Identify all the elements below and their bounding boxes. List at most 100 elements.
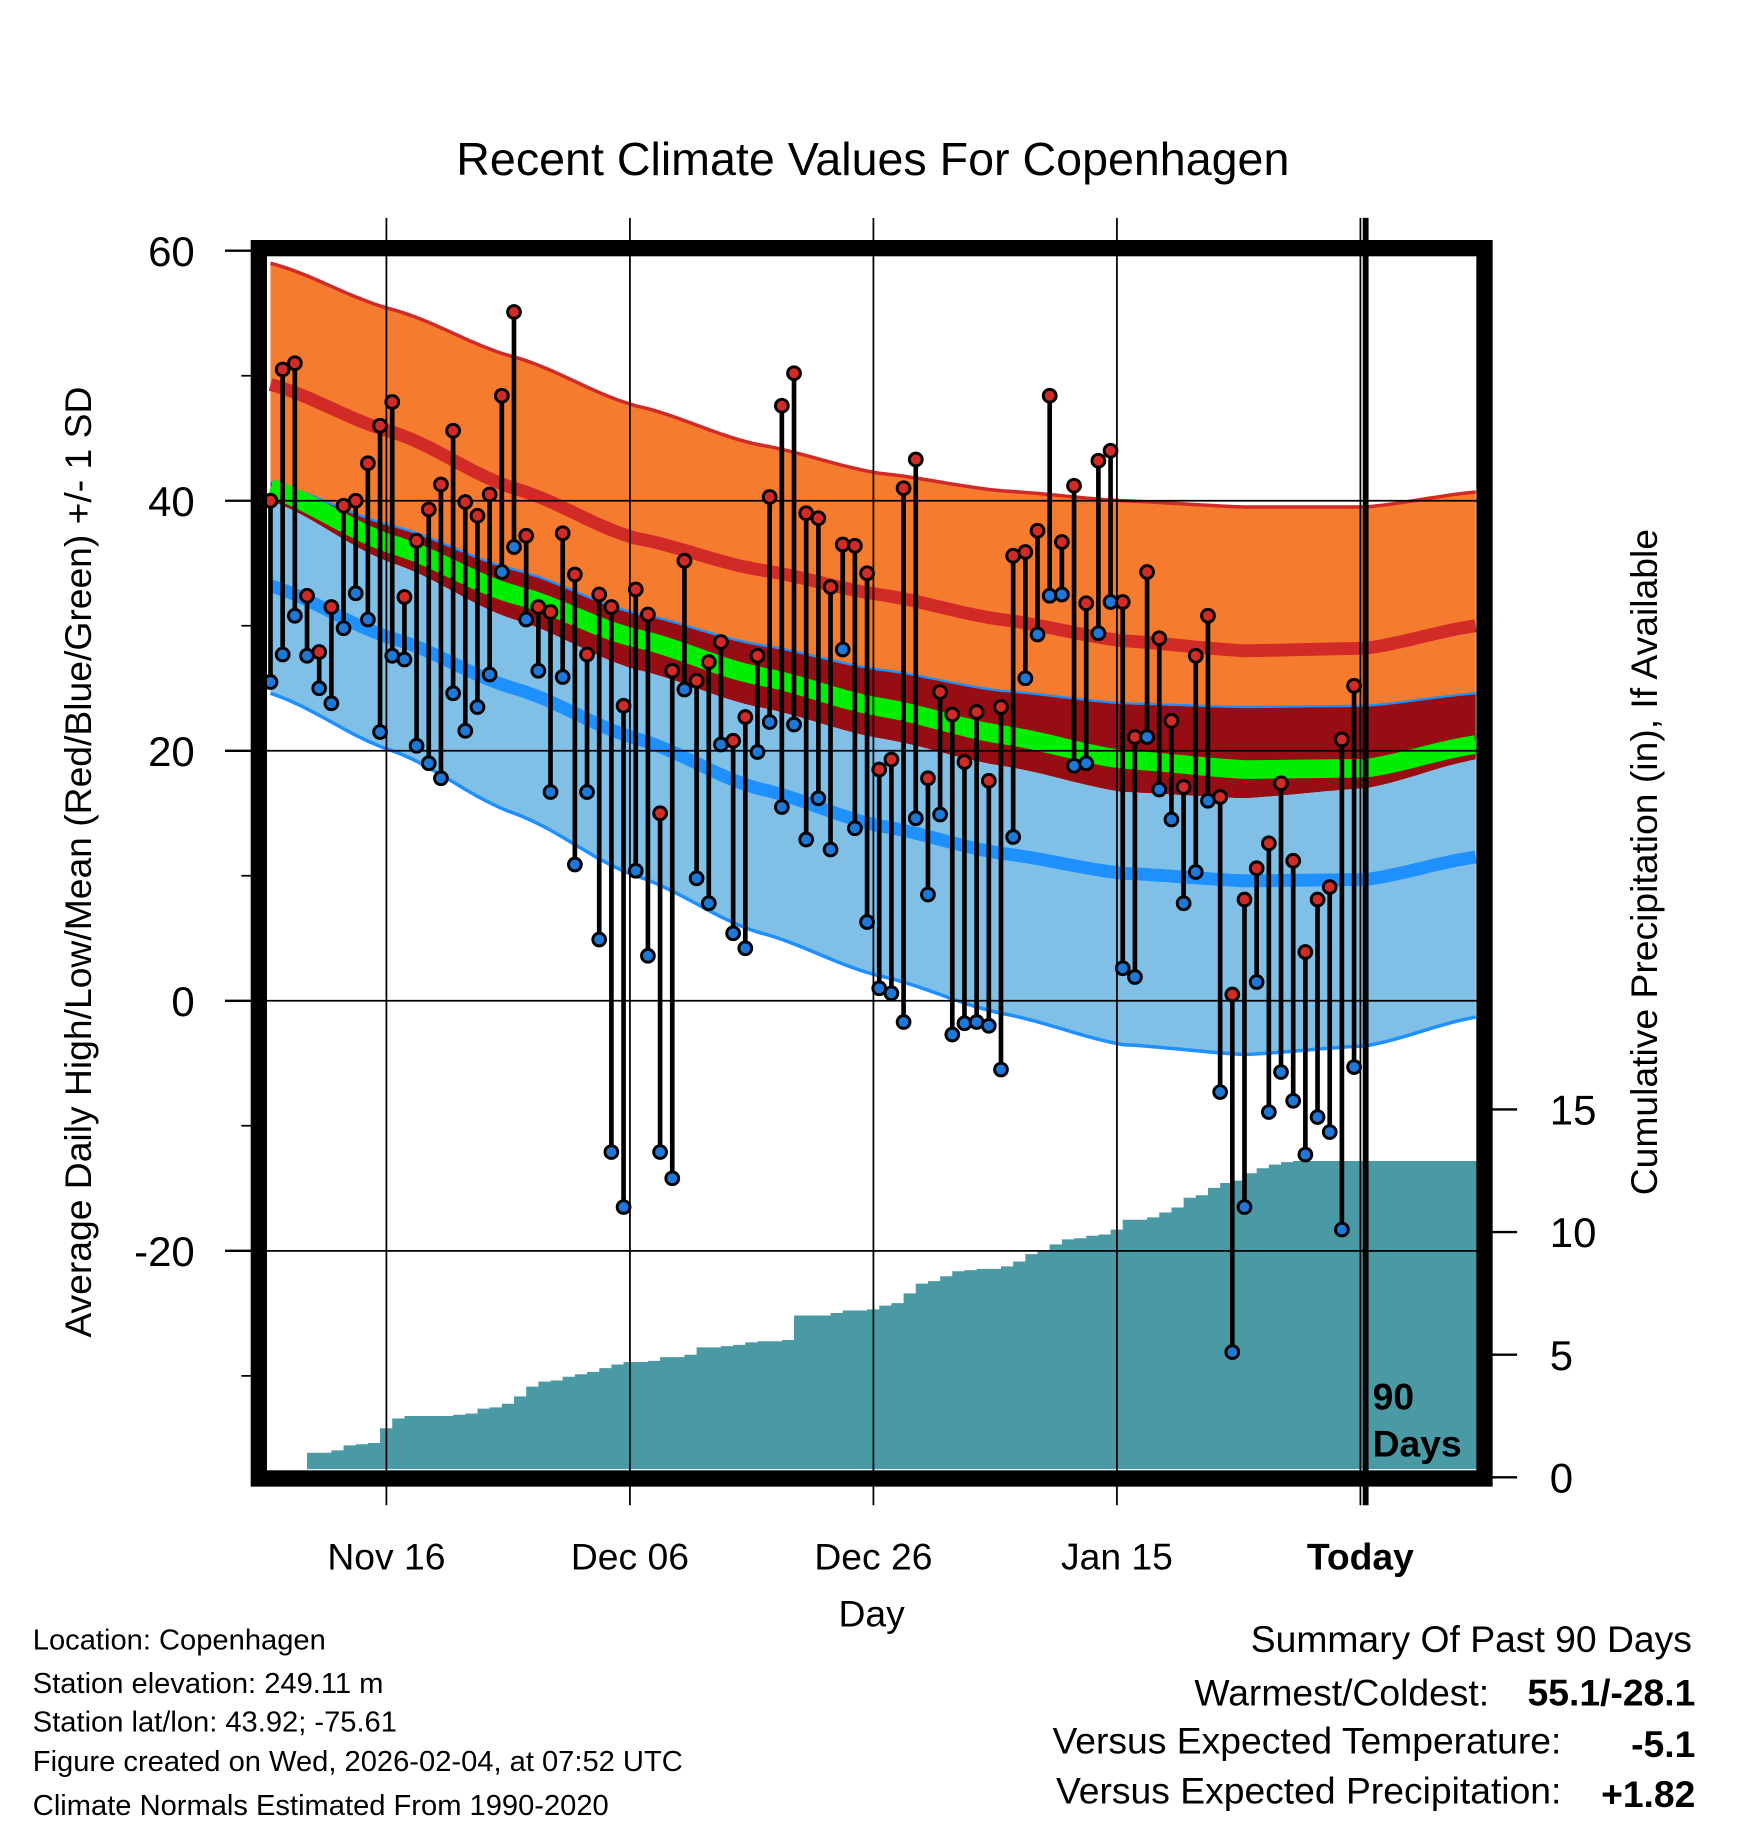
y2-tick-label: 5 xyxy=(1550,1332,1573,1379)
low-temp-point xyxy=(469,699,486,715)
high-temp-point xyxy=(810,510,827,527)
low-temp-point xyxy=(725,925,742,942)
footer-normals: Climate Normals Estimated From 1990-2020 xyxy=(33,1790,609,1822)
today-days-number: 90 xyxy=(1373,1376,1414,1418)
x-tick-label: Nov 16 xyxy=(327,1535,445,1577)
low-temp-point xyxy=(542,784,559,800)
low-temp-point xyxy=(603,1144,620,1160)
footer-location: Location: Copenhagen xyxy=(33,1625,326,1657)
low-temp-point xyxy=(1309,1109,1326,1125)
high-temp-point xyxy=(469,507,486,524)
summary-precip-value: +1.82 xyxy=(1601,1773,1695,1815)
low-temp-point xyxy=(591,931,608,948)
high-temp-point xyxy=(433,476,449,493)
low-temp-point xyxy=(433,770,449,787)
low-temp-point xyxy=(907,810,924,827)
low-temp-point xyxy=(1005,829,1022,845)
low-temp-point xyxy=(347,585,364,602)
high-temp-point xyxy=(1285,852,1302,869)
low-temp-point xyxy=(1224,1344,1241,1360)
high-temp-point xyxy=(1102,442,1119,459)
high-temp-point xyxy=(506,304,522,320)
high-temp-point xyxy=(1151,630,1168,647)
high-temp-point xyxy=(1236,891,1253,908)
x-tick-label: Dec 26 xyxy=(814,1535,932,1577)
x-axis-label: Day xyxy=(839,1592,906,1634)
low-temp-point xyxy=(737,940,754,957)
high-temp-point xyxy=(1260,835,1277,852)
high-temp-point xyxy=(932,684,948,700)
low-temp-point xyxy=(1151,781,1168,798)
high-temp-point xyxy=(871,761,888,778)
low-temp-point xyxy=(700,895,717,912)
high-temp-point xyxy=(542,604,559,620)
y-tick-label: 20 xyxy=(148,728,195,775)
low-temp-point xyxy=(980,1017,997,1034)
high-temp-point xyxy=(1297,944,1314,960)
high-temp-point xyxy=(883,751,900,768)
high-temp-point xyxy=(786,365,802,382)
low-temp-point xyxy=(932,806,948,823)
low-temp-point xyxy=(506,539,522,555)
y2-tick-label: 10 xyxy=(1550,1209,1597,1256)
high-temp-point xyxy=(1054,534,1070,550)
y-tick-label: 40 xyxy=(148,478,195,525)
high-temp-point xyxy=(847,537,863,554)
x-tick-label: Today xyxy=(1307,1535,1414,1577)
high-temp-point xyxy=(591,586,608,603)
high-temp-point xyxy=(676,552,693,569)
low-temp-point xyxy=(773,799,790,815)
high-temp-point xyxy=(737,709,754,725)
low-temp-point xyxy=(615,1199,632,1215)
high-temp-point xyxy=(1163,712,1180,729)
high-temp-point xyxy=(311,644,328,660)
summary-warm-cold-label: Warmest/Coldest: xyxy=(1194,1672,1489,1714)
summary-temp-value: -5.1 xyxy=(1631,1723,1695,1765)
low-temp-point xyxy=(1236,1199,1253,1215)
low-temp-point xyxy=(786,716,802,733)
low-temp-point xyxy=(323,695,340,712)
high-temp-point xyxy=(384,394,401,410)
summary-precip-label: Versus Expected Precipitation: xyxy=(1056,1770,1561,1812)
low-temp-point xyxy=(627,862,644,879)
high-temp-point xyxy=(274,361,291,378)
low-temp-point xyxy=(1260,1104,1277,1120)
high-temp-point xyxy=(1212,789,1229,805)
high-temp-point xyxy=(603,599,620,615)
low-temp-point xyxy=(1029,626,1046,643)
today-days-label: Days xyxy=(1373,1422,1462,1464)
y-tick-label: -20 xyxy=(134,1228,195,1275)
low-temp-point xyxy=(834,641,851,658)
high-temp-point xyxy=(1346,677,1362,694)
low-temp-point xyxy=(1212,1084,1229,1100)
high-temp-point xyxy=(652,805,668,822)
low-temp-point xyxy=(518,611,535,628)
high-temp-point xyxy=(713,634,729,650)
high-temp-point xyxy=(1041,387,1058,404)
low-temp-point xyxy=(847,820,863,837)
low-temp-point xyxy=(993,1061,1009,1078)
high-temp-point xyxy=(1066,477,1082,494)
high-temp-point xyxy=(1139,564,1155,580)
high-temp-point xyxy=(408,532,425,549)
high-temp-point xyxy=(640,606,656,623)
high-temp-point xyxy=(299,587,315,604)
low-temp-point xyxy=(579,784,595,800)
high-temp-point xyxy=(968,704,985,720)
high-temp-point xyxy=(627,581,644,598)
high-temp-point xyxy=(749,647,766,664)
high-temp-point xyxy=(579,646,595,663)
high-temp-point xyxy=(372,417,388,434)
high-temp-point xyxy=(420,501,437,518)
high-temp-point xyxy=(481,486,498,503)
low-temp-point xyxy=(652,1144,668,1160)
high-temp-point xyxy=(360,455,376,472)
high-temp-point xyxy=(1224,986,1241,1003)
low-temp-point xyxy=(360,611,376,628)
high-temp-point xyxy=(445,422,461,439)
low-temp-point xyxy=(1346,1059,1362,1075)
high-temp-point xyxy=(895,480,912,497)
high-temp-point xyxy=(347,492,364,509)
high-temp-point xyxy=(1114,594,1131,610)
